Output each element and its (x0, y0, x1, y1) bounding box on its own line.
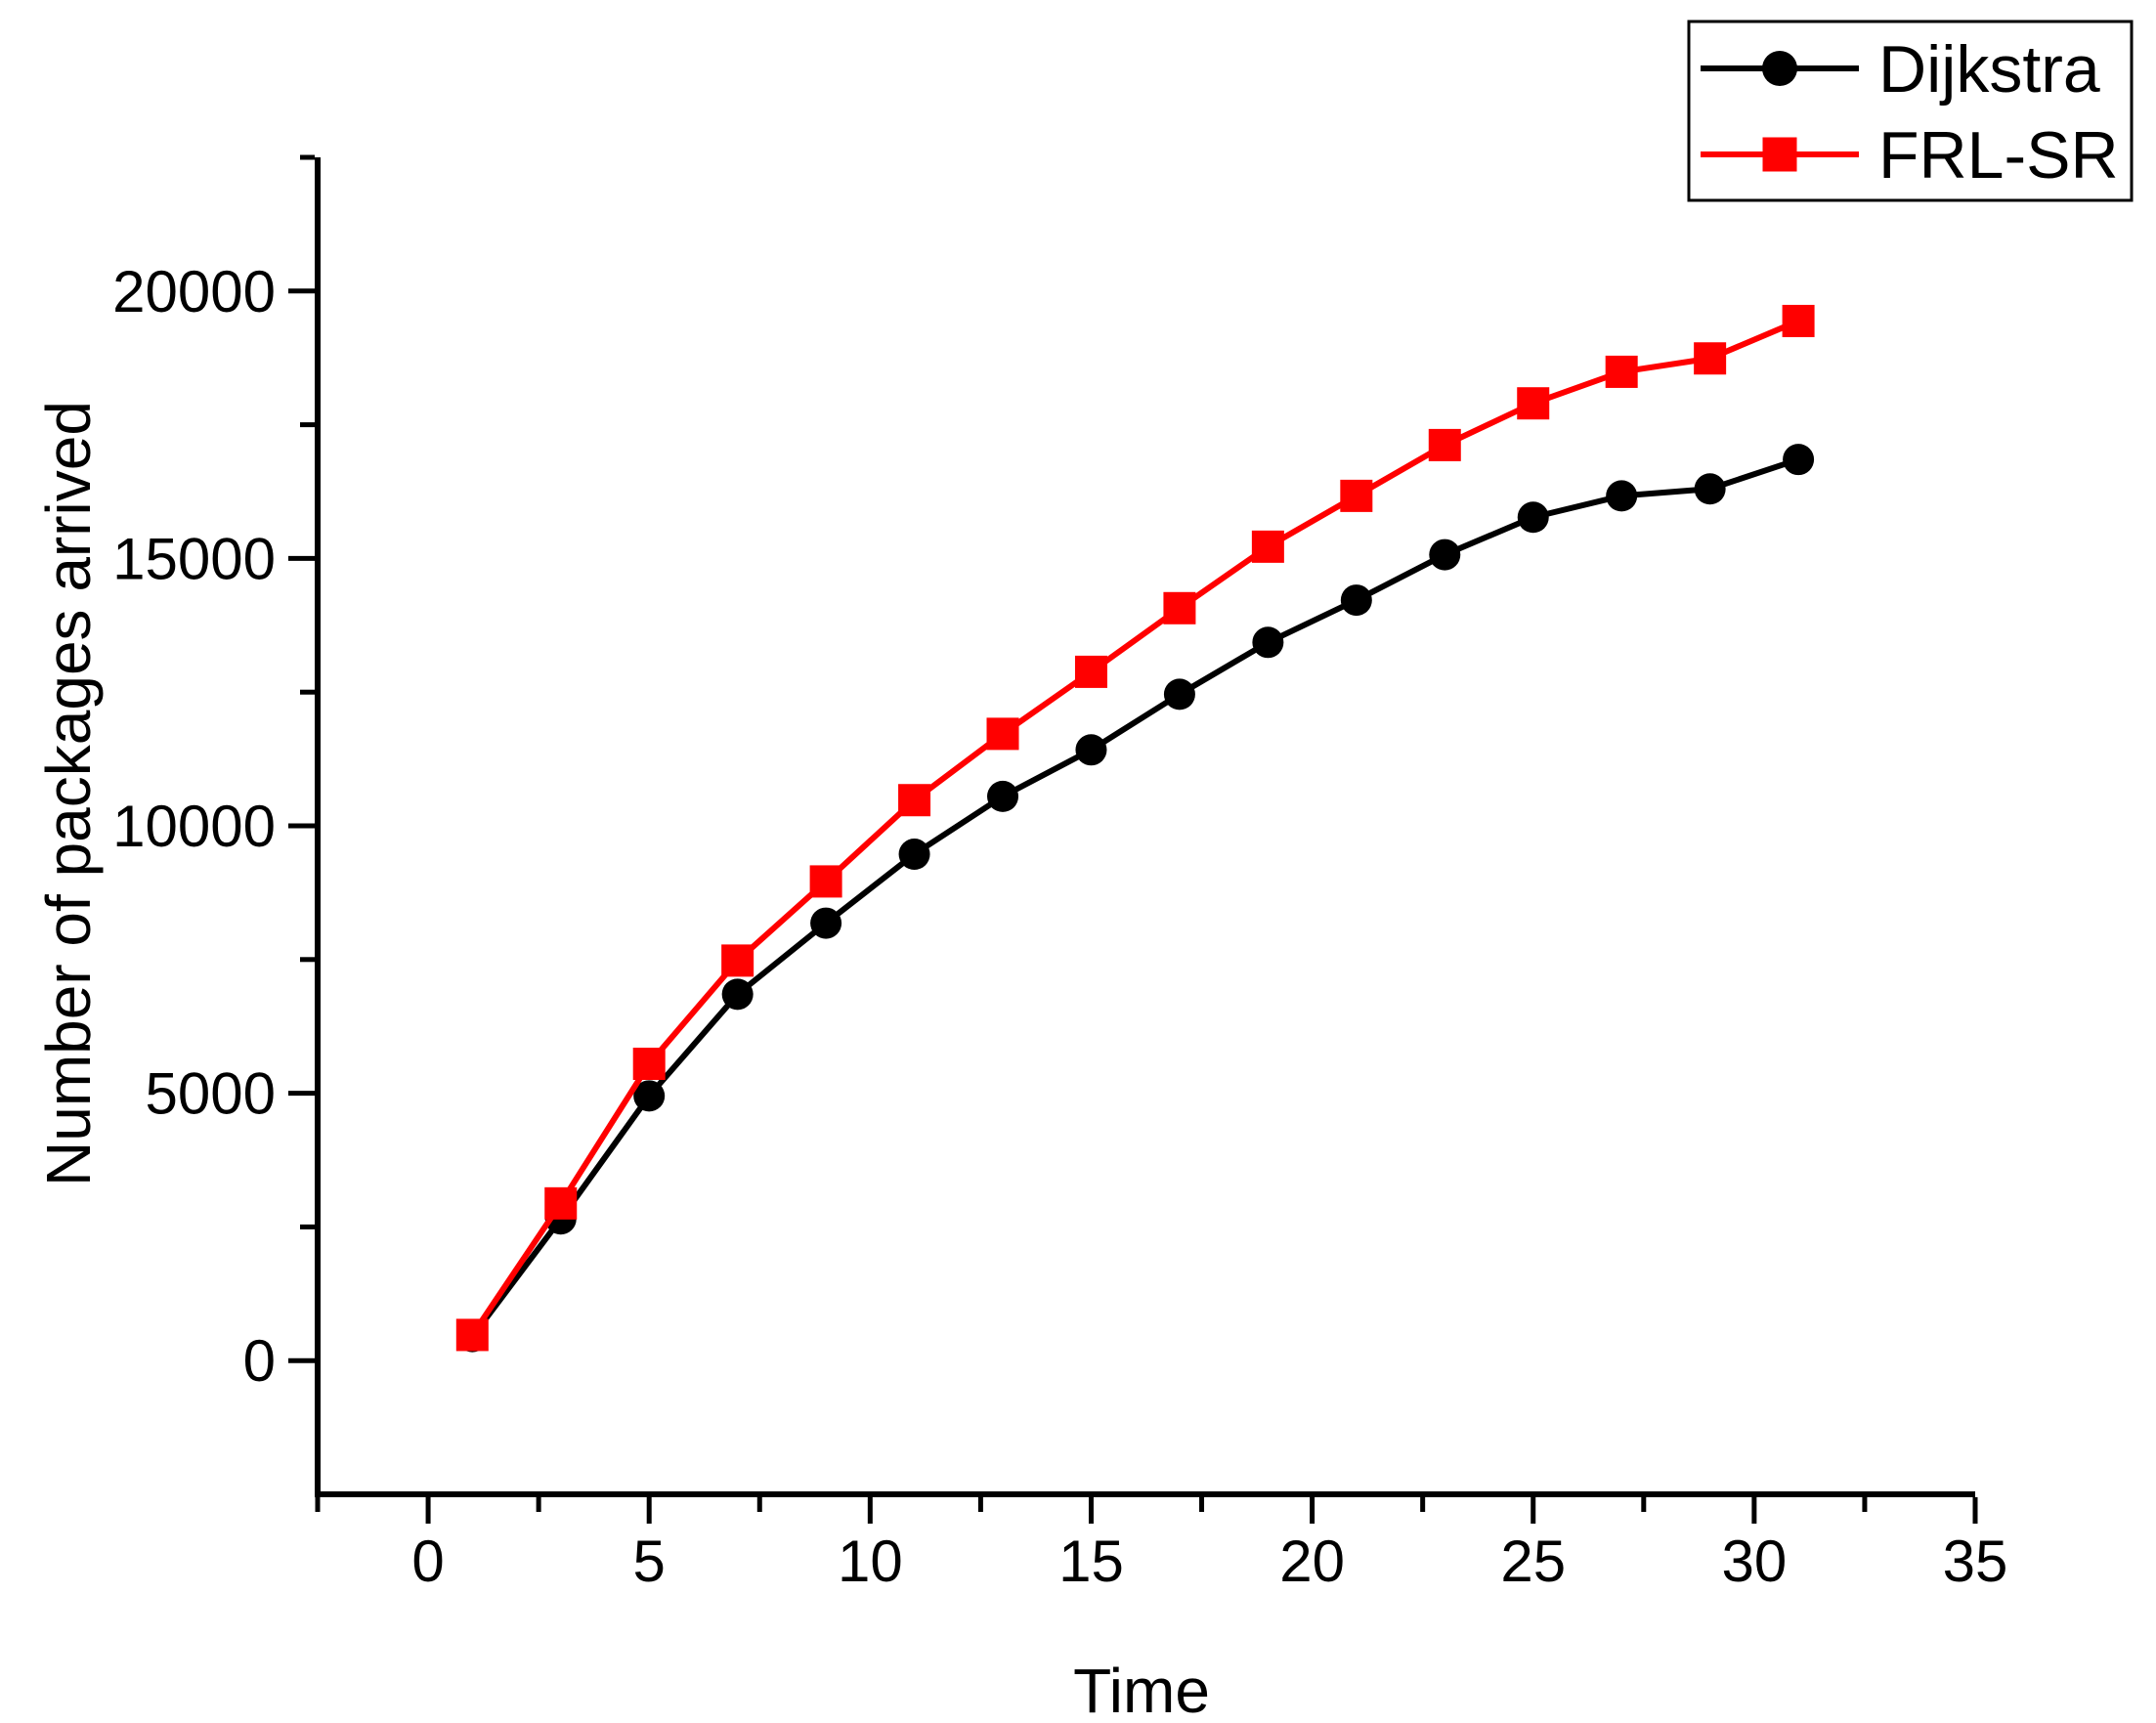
y-axis-tick-label: 15000 (112, 526, 276, 591)
dijkstra-point-marker (987, 780, 1019, 812)
legend: Dijkstra FRL-SR (1687, 20, 2134, 202)
dijkstra-point-marker (1429, 538, 1461, 571)
y-axis-tick-label: 5000 (146, 1061, 276, 1127)
ticks-layer (288, 154, 1978, 1524)
dijkstra-point-marker (721, 978, 754, 1011)
series-layer (455, 304, 1815, 1353)
legend-dijkstra-marker (1762, 51, 1797, 86)
y-axis-tick-label: 10000 (112, 794, 276, 859)
y-axis-title: Number of packages arrived (33, 401, 104, 1186)
frl-sr-point-marker (1605, 355, 1638, 388)
dijkstra-point-marker (1252, 626, 1284, 659)
frl-sr-point-marker (1694, 342, 1727, 375)
tick-labels-layer: 0 5 10 15 20 25 30 35 0 5000 10000 15000 20000 (112, 259, 2007, 1594)
dijkstra-point-marker (898, 839, 930, 871)
frl-sr-line (469, 318, 1800, 1337)
dijkstra-point-marker (1606, 480, 1638, 512)
legend-frl-sr-label: FRL-SR (1878, 118, 2119, 193)
dijkstra-point-marker (1694, 473, 1726, 505)
dijkstra-point-marker (1783, 444, 1815, 476)
frl-sr-point-marker (1163, 591, 1196, 625)
x-axis-tick-label: 30 (1721, 1529, 1787, 1594)
frl-sr-point-marker (1251, 530, 1284, 563)
frl-sr-point-marker (455, 1318, 489, 1352)
dijkstra-point-marker (1517, 501, 1549, 534)
frl-sr-point-marker (1340, 479, 1373, 512)
frl-sr-point-marker (544, 1186, 578, 1220)
frl-sr-point-marker (1428, 428, 1461, 461)
frl-sr-point-marker (1074, 655, 1107, 688)
axes-layer (315, 157, 1975, 1497)
frl-sr-point-marker (1782, 304, 1815, 337)
frl-sr-point-marker (898, 784, 931, 817)
dijkstra-point-marker (1163, 678, 1195, 711)
x-axis-tick-label: 5 (633, 1529, 666, 1594)
dijkstra-point-marker (633, 1080, 666, 1112)
dijkstra-point-marker (810, 907, 842, 939)
y-axis-tick-label: 20000 (112, 259, 276, 324)
frl-sr-point-marker (632, 1048, 666, 1081)
x-axis-tick-label: 15 (1058, 1529, 1124, 1594)
frl-sr-point-marker (721, 944, 755, 977)
frl-sr-point-marker (986, 717, 1019, 751)
dijkstra-point-marker (1340, 584, 1372, 617)
frl-sr-point-marker (1517, 387, 1550, 420)
x-axis-title: Time (1073, 1656, 1210, 1723)
dijkstra-line (469, 456, 1800, 1339)
x-axis-tick-label: 20 (1279, 1529, 1345, 1594)
legend-dijkstra-label: Dijkstra (1878, 32, 2100, 107)
x-axis-tick-label: 10 (838, 1529, 903, 1594)
x-axis-tick-label: 35 (1943, 1529, 2008, 1594)
y-axis-tick-label: 0 (243, 1328, 276, 1394)
x-axis-tick-label: 25 (1500, 1529, 1566, 1594)
x-axis-tick-label: 0 (411, 1529, 444, 1594)
dijkstra-point-marker (1075, 734, 1107, 766)
frl-sr-point-marker (809, 865, 842, 898)
legend-frl-sr-marker (1762, 137, 1797, 172)
